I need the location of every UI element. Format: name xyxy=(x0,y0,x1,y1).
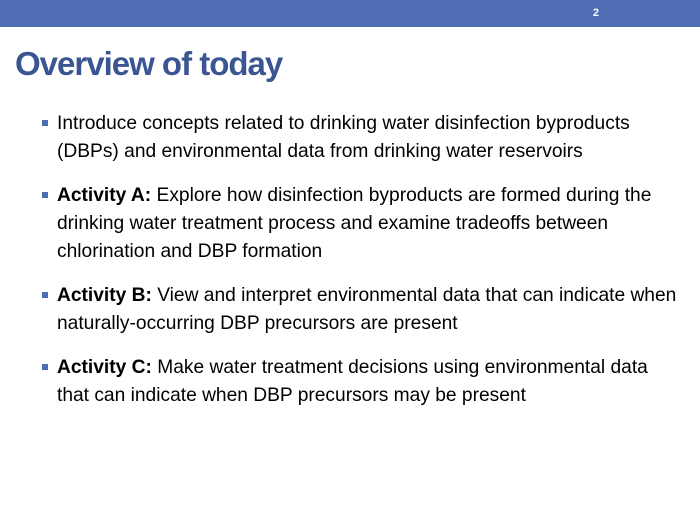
slide-number: 2 xyxy=(592,7,599,19)
square-bullet-icon xyxy=(42,120,48,126)
bullet-item-activity-b: Activity B: View and interpret environme… xyxy=(42,282,682,338)
bullet-list: Introduce concepts related to drinking w… xyxy=(42,110,682,426)
bullet-item-activity-a: Activity A: Explore how disinfection byp… xyxy=(42,182,682,266)
bullet-text: Explore how disinfection byproducts are … xyxy=(57,185,652,262)
slide-title: Overview of today xyxy=(15,45,283,82)
bullet-text: View and interpret environmental data th… xyxy=(57,285,677,334)
square-bullet-icon xyxy=(42,192,48,198)
bullet-text: Make water treatment decisions using env… xyxy=(57,357,648,406)
bullet-text: Introduce concepts related to drinking w… xyxy=(57,113,630,162)
square-bullet-icon xyxy=(42,292,48,298)
activity-label: Activity C: xyxy=(57,357,152,378)
bullet-item-intro: Introduce concepts related to drinking w… xyxy=(42,110,682,166)
bullet-item-activity-c: Activity C: Make water treatment decisio… xyxy=(42,354,682,410)
square-bullet-icon xyxy=(42,364,48,370)
header-bar: 2 xyxy=(0,0,700,27)
activity-label: Activity B: xyxy=(57,285,152,306)
activity-label: Activity A: xyxy=(57,185,152,206)
